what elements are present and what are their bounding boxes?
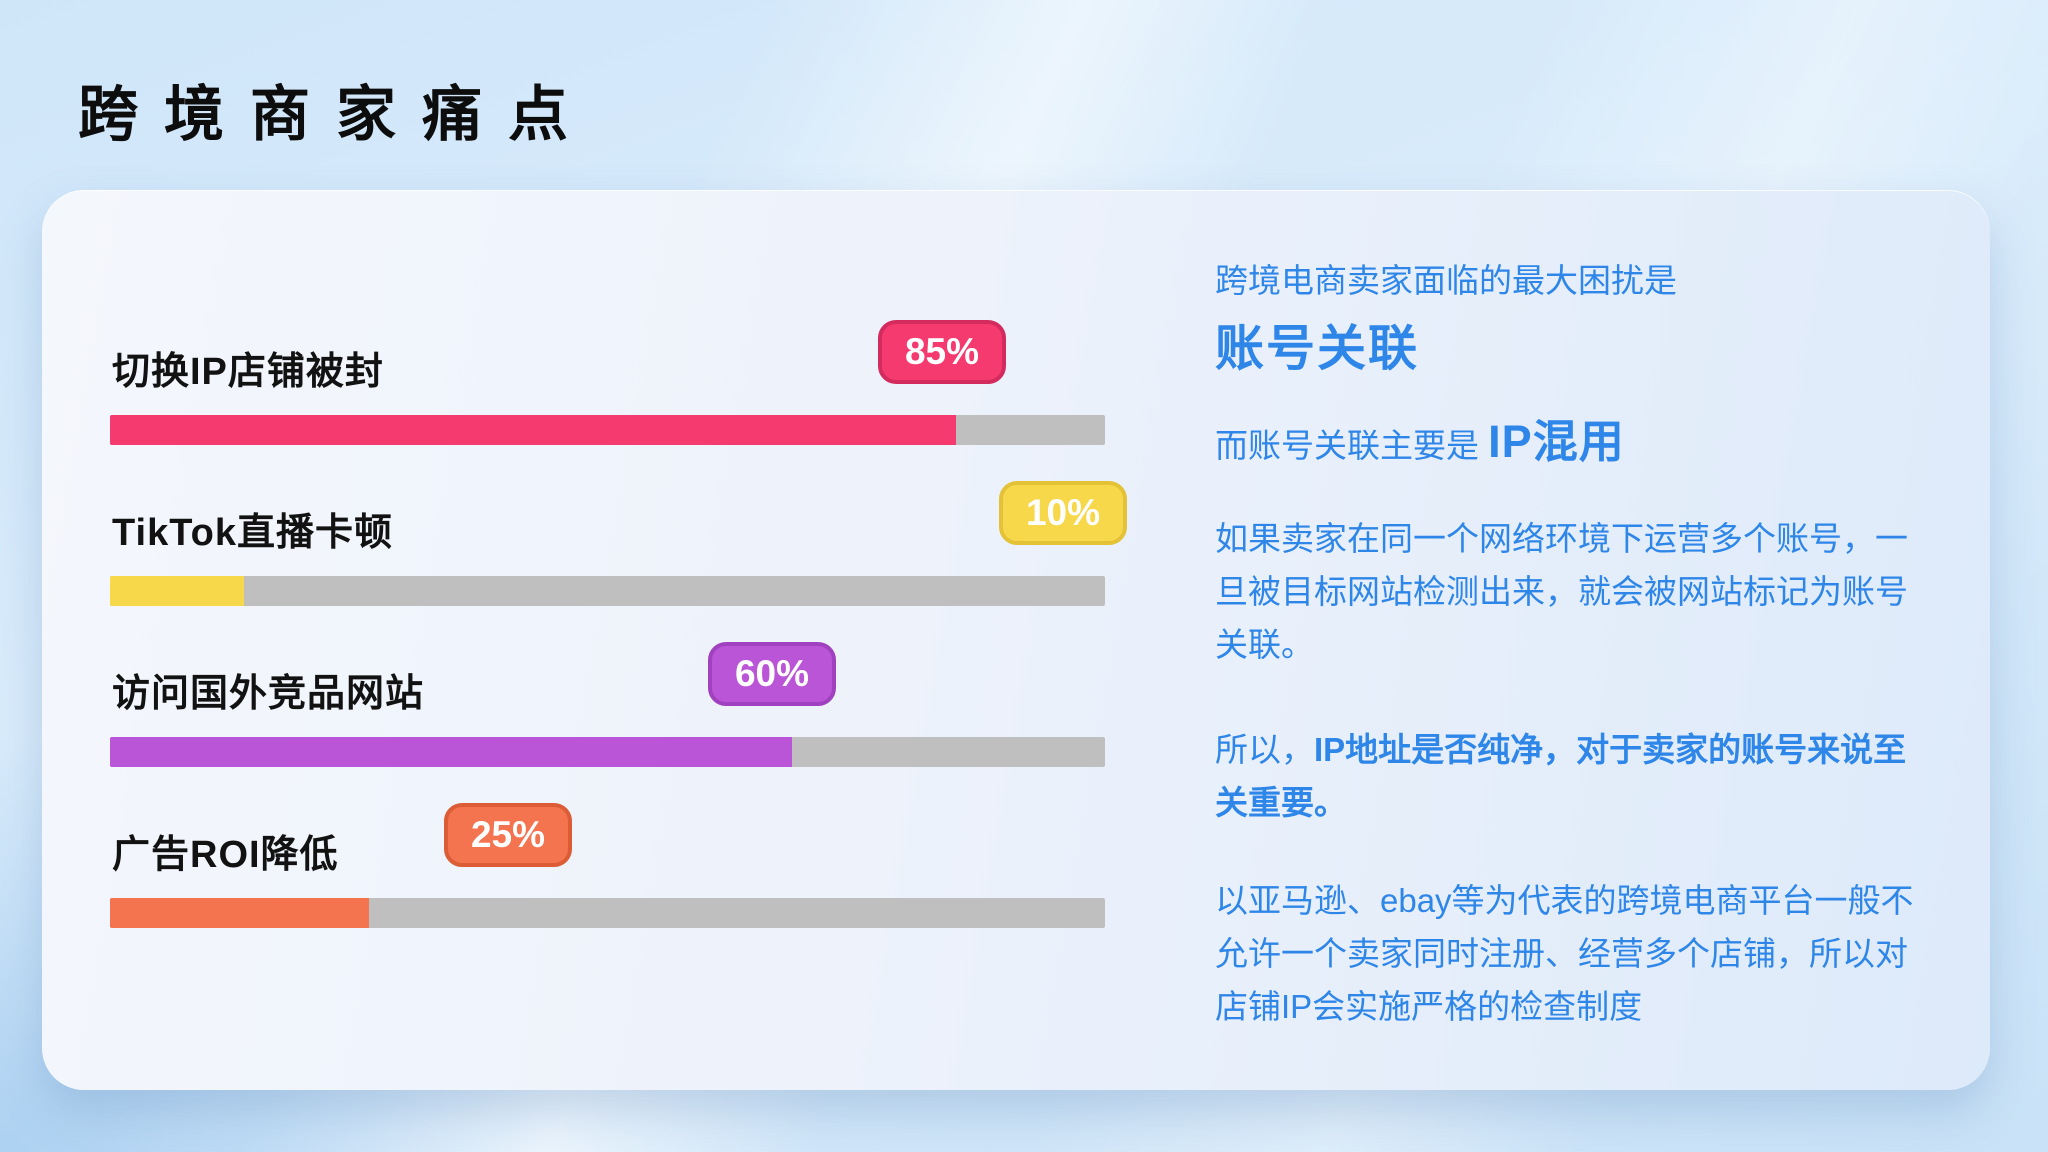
value-badge: 85% [878, 320, 1006, 384]
paragraph-ip-purity: 所以，IP地址是否纯净，对于卖家的账号来说至关重要。 [1215, 724, 1927, 830]
bar-label: 访问国外竞品网站 [112, 673, 425, 715]
bar-track [110, 576, 1105, 606]
value-badge: 60% [708, 642, 836, 706]
value-badge: 25% [444, 803, 572, 867]
paragraph-ip-purity-bold: IP地址是否纯净，对于卖家的账号来说至关重要。 [1215, 730, 1907, 821]
value-badge: 10% [999, 481, 1127, 545]
bar-fill [110, 415, 956, 445]
bar-row-ip-ban: 切换IP店铺被封 85% [110, 320, 1105, 481]
subline-highlight: IP混用 [1488, 415, 1625, 467]
explanation-panel: 跨境电商卖家面临的最大困扰是 账号关联 而账号关联主要是 IP混用 如果卖家在同… [1215, 250, 1927, 1034]
paragraph-ip-purity-prefix: 所以， [1215, 730, 1314, 768]
bar-label: 广告ROI降低 [112, 834, 339, 876]
bar-label: 切换IP店铺被封 [112, 351, 384, 393]
paragraph-platform-rules: 以亚马逊、ebay等为代表的跨境电商平台一般不允许一个卖家同时注册、经营多个店铺… [1215, 882, 1914, 1025]
bar-row-ad-roi: 广告ROI降低 25% [110, 803, 1105, 964]
bar-track [110, 737, 1105, 767]
subline-text: 而账号关联主要是 [1215, 426, 1489, 464]
pain-points-bar-chart: 切换IP店铺被封 85% TikTok直播卡顿 10% 访问国外竞品网站 60%… [110, 320, 1127, 980]
intro-line: 跨境电商卖家面临的最大困扰是 [1215, 262, 1677, 299]
bar-label: TikTok直播卡顿 [112, 512, 393, 554]
bar-track [110, 898, 1105, 928]
content-card: 切换IP店铺被封 85% TikTok直播卡顿 10% 访问国外竞品网站 60%… [42, 190, 1990, 1090]
bar-row-tiktok-lag: TikTok直播卡顿 10% [110, 481, 1127, 642]
bar-track [110, 415, 1105, 445]
paragraph-detection: 如果卖家在同一个网络环境下运营多个账号，一旦被目标网站检测出来，就会被网站标记为… [1215, 520, 1908, 663]
subline: 而账号关联主要是 IP混用 [1215, 408, 1927, 476]
bar-fill [110, 576, 245, 606]
bar-fill [110, 737, 792, 767]
bar-fill [110, 898, 369, 928]
headline-account-linking: 账号关联 [1215, 322, 1420, 377]
bar-row-foreign-sites: 访问国外竞品网站 60% [110, 642, 1105, 803]
page-title: 跨境商家痛点 [78, 81, 594, 148]
